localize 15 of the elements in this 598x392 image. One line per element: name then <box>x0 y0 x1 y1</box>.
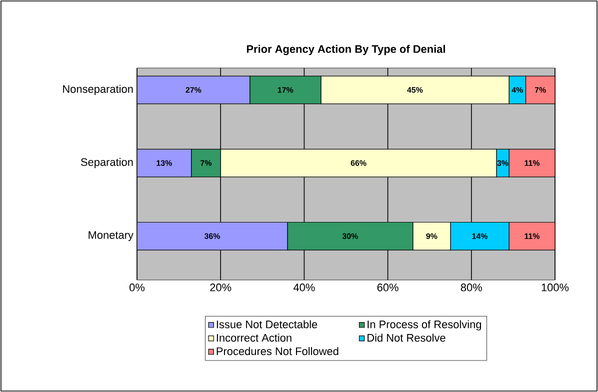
y-tick-label: Monetary <box>88 231 134 242</box>
x-tick-label: 40% <box>293 284 315 292</box>
y-tick-label: Separation <box>80 158 133 168</box>
legend-label: In Process of Resolving <box>368 320 482 330</box>
x-tick-label: 60% <box>377 284 398 292</box>
legend-label: Procedures Not Followed <box>216 347 338 356</box>
x-tick-label: 80% <box>460 284 482 292</box>
legend-label: Issue Not Detectable <box>216 320 318 328</box>
x-tick-label: 0% <box>130 284 145 292</box>
legend-label: Incorrect Action <box>216 334 292 342</box>
chart-title: Prior Agency Action By Type of Denial <box>246 44 445 56</box>
x-tick-label: 20% <box>210 284 232 292</box>
legend-label: Did Not Resolve <box>368 334 446 342</box>
x-tick-label: 100% <box>542 284 569 292</box>
y-tick-label: Nonseparation <box>63 84 133 96</box>
